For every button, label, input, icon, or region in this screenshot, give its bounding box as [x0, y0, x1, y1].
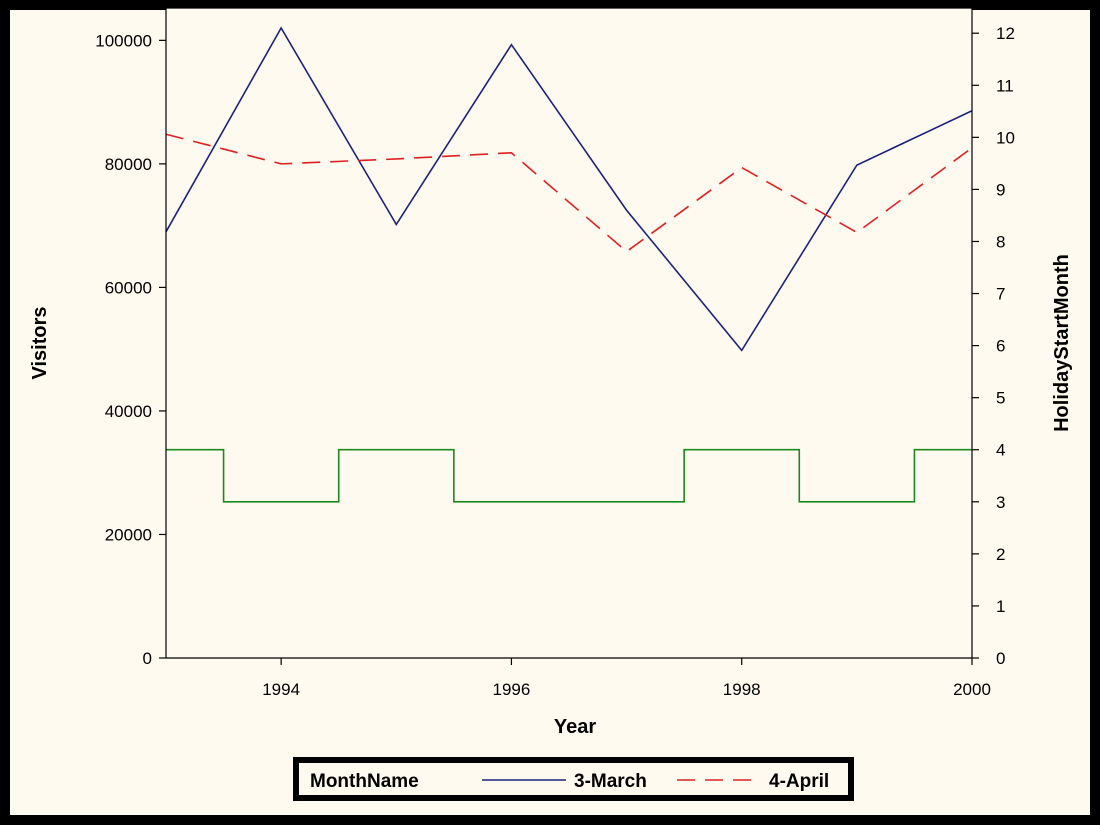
y-tick-label: 20000	[105, 525, 152, 544]
y2-tick-label: 6	[996, 337, 1005, 356]
y2-tick-label: 7	[996, 285, 1005, 304]
legend: MonthName 3-March 4-April	[293, 757, 854, 801]
y2-tick-label: 0	[996, 649, 1005, 668]
y2-tick-label: 11	[996, 76, 1014, 95]
axes-layer: 1994 1996 1998 2000020000400006000080000100…	[95, 7, 1015, 699]
x-axis-title: Year	[554, 716, 596, 738]
y-tick-label: 100000	[95, 31, 152, 50]
y2-tick-label: 2	[996, 545, 1005, 564]
legend-label-march: 3-March	[574, 771, 647, 792]
legend-title: MonthName	[310, 771, 419, 792]
x-tick-label: 1994	[262, 680, 300, 699]
plot-background	[166, 8, 972, 658]
y2-axis-title: HolidayStartMonth	[1051, 254, 1073, 432]
y-axis-title: Visitors	[29, 307, 51, 380]
y-tick-label: 40000	[105, 402, 152, 421]
y2-tick-label: 1	[996, 597, 1005, 616]
y-tick-label: 60000	[105, 278, 152, 297]
y-tick-label: 0	[143, 649, 152, 668]
y2-tick-label: 8	[996, 232, 1005, 251]
x-tick-label: 1998	[723, 680, 761, 699]
series-line-4-april	[165, 133, 973, 253]
y2-tick-label: 9	[996, 180, 1005, 199]
plot-area	[166, 8, 972, 658]
y-tick-label: 80000	[105, 155, 152, 174]
legend-label-april: 4-April	[769, 771, 829, 792]
y2-tick-label: 12	[996, 24, 1015, 43]
series-line-3-march	[165, 26, 973, 352]
y2-tick-label: 10	[996, 128, 1015, 147]
y2-tick-label: 5	[996, 389, 1005, 408]
legend-box	[293, 757, 854, 801]
series-layer	[165, 26, 973, 503]
y2-tick-label: 4	[996, 441, 1005, 460]
series-line-holiday-start-month	[166, 448, 972, 503]
x-tick-label: 1996	[493, 680, 531, 699]
y2-tick-label: 3	[996, 493, 1005, 512]
x-tick-label: 2000	[953, 680, 991, 699]
